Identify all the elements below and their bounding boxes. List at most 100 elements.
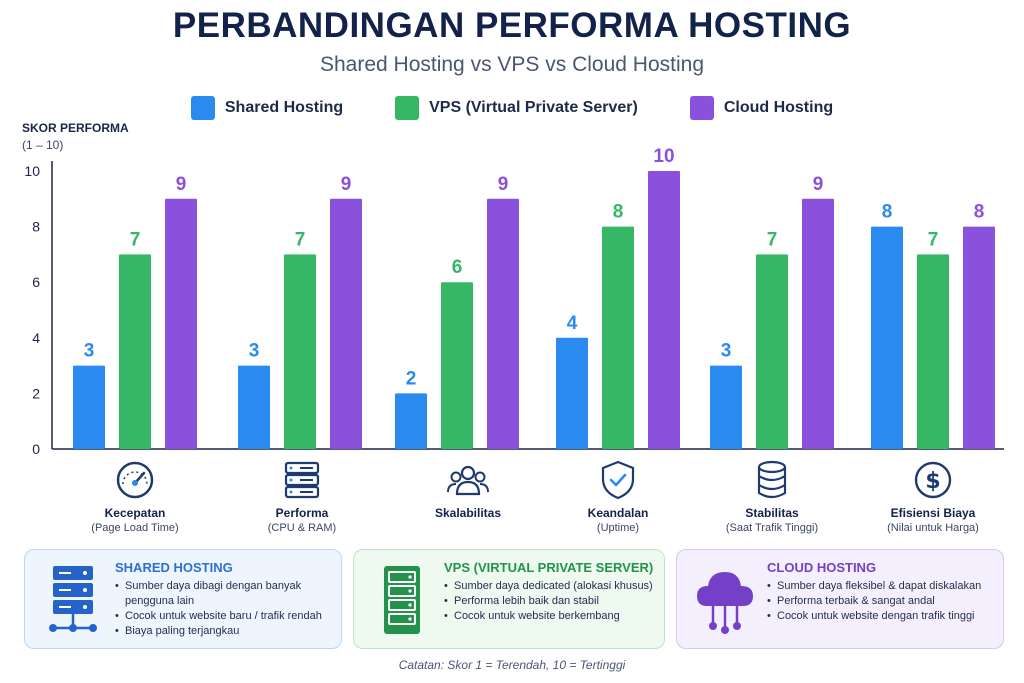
category-label: Skalabilitas: [434, 506, 502, 520]
category-label: Keandalan: [587, 506, 649, 520]
category-efisiensi-biaya: $ Efisiensi Biaya (Nilai untuk Harga): [853, 458, 1013, 534]
category-performa: Performa (CPU & RAM): [222, 458, 382, 534]
card-list-item: Cocok untuk website berkembang: [444, 609, 654, 624]
legend-item-vps: VPS (Virtual Private Server): [395, 96, 638, 120]
category-label: Performa: [275, 506, 329, 520]
legend-swatch-shared: [190, 96, 215, 120]
legend-label-vps: VPS (Virtual Private Server): [429, 99, 638, 116]
server-rack-icon: [368, 560, 436, 640]
bar-shared: [710, 365, 742, 449]
bar-vps: [602, 226, 634, 449]
bar-shared: [871, 226, 903, 449]
footnote: Catatan: Skor 1 = Terendah, 10 = Terting…: [398, 658, 626, 672]
data-label-cloud: 9: [813, 174, 824, 195]
data-label-cloud: 10: [653, 146, 674, 167]
y-axis-title-text: SKOR PERFORMA: [22, 121, 129, 135]
card-list-item: Sumber daya dibagi dengan banyak penggun…: [115, 579, 331, 609]
y-tick-label: 0: [32, 441, 40, 457]
bar-cloud: [648, 171, 680, 449]
card-list: Sumber daya dibagi dengan banyak penggun…: [115, 579, 331, 639]
card-cloud-hosting: CLOUD HOSTING Sumber daya fleksibel & da…: [676, 549, 1004, 649]
bar-vps: [284, 254, 316, 449]
card-list-item: Sumber daya fleksibel & dapat diskalakan: [767, 579, 993, 594]
category-label: Efisiensi Biaya: [890, 506, 976, 520]
server-icon: [284, 461, 320, 499]
y-tick-label: 6: [32, 274, 40, 290]
chart-subtitle: Shared Hosting vs VPS vs Cloud Hosting: [319, 53, 705, 76]
cloud-network-icon: [691, 560, 759, 640]
card-list-item: Cocok untuk website dengan trafik tinggi: [767, 609, 993, 624]
card-list: Sumber daya fleksibel & dapat diskalakan…: [767, 579, 993, 624]
card-title: CLOUD HOSTING: [767, 560, 877, 575]
legend-swatch-vps: [395, 96, 420, 120]
dollar-coin-icon: $: [914, 461, 952, 499]
card-body: CLOUD HOSTING Sumber daya fleksibel & da…: [759, 560, 993, 624]
bar-shared: [73, 365, 105, 449]
bar-cloud: [487, 198, 519, 449]
y-tick-label: 4: [32, 330, 40, 346]
data-label-vps: 8: [613, 202, 624, 223]
card-list-item: Cocok untuk website baru / trafik rendah: [115, 609, 331, 624]
category-sublabel: (Saat Trafik Tinggi): [725, 522, 819, 534]
category-sublabel: (Nilai untuk Harga): [887, 522, 979, 534]
card-title: VPS (VIRTUAL PRIVATE SERVER): [444, 560, 654, 575]
bar-cloud: [802, 198, 834, 449]
card-vps: VPS (VIRTUAL PRIVATE SERVER) Sumber daya…: [353, 549, 665, 649]
y-tick-label: 10: [24, 163, 40, 179]
data-label-vps: 7: [130, 229, 141, 250]
legend-label-shared: Shared Hosting: [224, 99, 344, 116]
card-list: Sumber daya dedicated (alokasi khusus) P…: [444, 579, 654, 624]
category-skalabilitas: Skalabilitas: [388, 458, 548, 522]
y-tick-label: 8: [32, 219, 40, 235]
category-keandalan: Keandalan (Uptime): [538, 458, 698, 534]
data-label-shared: 8: [882, 202, 893, 223]
data-label-vps: 7: [295, 229, 306, 250]
category-sublabel: (Page Load Time): [91, 522, 179, 534]
data-label-vps: 7: [928, 229, 939, 250]
database-icon: [757, 460, 787, 499]
chart-title: PERBANDINGAN PERFORMA HOSTING: [172, 6, 852, 45]
card-shared-hosting: SHARED HOSTING Sumber daya dibagi dengan…: [24, 549, 342, 649]
card-list-item: Biaya paling terjangkau: [115, 624, 331, 639]
bar-vps: [917, 254, 949, 449]
data-label-cloud: 9: [176, 174, 187, 195]
card-body: VPS (VIRTUAL PRIVATE SERVER) Sumber daya…: [436, 560, 654, 624]
data-label-shared: 2: [406, 368, 417, 389]
card-list-item: Performa lebih baik dan stabil: [444, 594, 654, 609]
data-label-vps: 6: [452, 257, 463, 278]
card-body: SHARED HOSTING Sumber daya dibagi dengan…: [107, 560, 331, 639]
data-label-cloud: 9: [498, 174, 509, 195]
bar-shared: [238, 365, 270, 449]
data-label-shared: 4: [567, 313, 578, 334]
legend-item-cloud: Cloud Hosting: [689, 96, 834, 120]
users-group-icon: [447, 465, 489, 496]
bar-vps: [756, 254, 788, 449]
svg-text:$: $: [925, 469, 940, 494]
category-sublabel: (CPU & RAM): [267, 522, 337, 534]
bar-vps: [119, 254, 151, 449]
data-label-shared: 3: [721, 341, 732, 362]
bar-shared: [395, 393, 427, 449]
data-label-cloud: 9: [341, 174, 352, 195]
server-network-icon: [39, 560, 107, 640]
bar-shared: [556, 337, 588, 449]
data-label-shared: 3: [249, 341, 260, 362]
category-sublabel: (Uptime): [596, 522, 640, 534]
card-list-item: Sumber daya dedicated (alokasi khusus): [444, 579, 654, 594]
y-tick-label: 2: [32, 385, 40, 401]
card-list-item: Performa terbaik & sangat andal: [767, 594, 993, 609]
bar-cloud: [963, 226, 995, 449]
card-title: SHARED HOSTING: [115, 560, 233, 575]
legend-item-shared: Shared Hosting: [190, 96, 344, 120]
data-label-shared: 3: [84, 341, 95, 362]
category-kecepatan: Kecepatan (Page Load Time): [55, 458, 215, 534]
category-label: Kecepatan: [104, 506, 166, 520]
legend: Shared Hosting VPS (Virtual Private Serv…: [0, 96, 1024, 120]
shield-check-icon: [601, 460, 635, 500]
y-axis-title: SKOR PERFORMA (1 – 10): [22, 120, 129, 154]
legend-label-cloud: Cloud Hosting: [723, 99, 834, 116]
data-label-cloud: 8: [974, 202, 985, 223]
y-axis-subtitle: (1 – 10): [22, 138, 64, 152]
data-label-vps: 7: [767, 229, 778, 250]
bar-vps: [441, 282, 473, 449]
